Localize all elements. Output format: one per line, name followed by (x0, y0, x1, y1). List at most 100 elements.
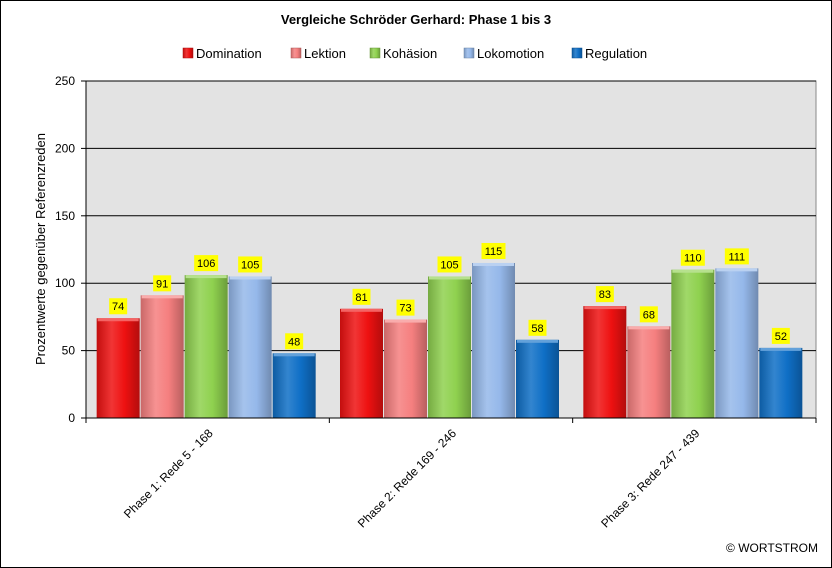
legend: Domination Lektion Kohäsion Lokomotion Regul… (182, 46, 647, 61)
legend-swatch (369, 47, 381, 59)
y-tick-label: 50 (62, 344, 76, 358)
x-tick-label: Phase 1: Rede 5 - 168 (121, 426, 216, 521)
bar-rect (184, 275, 228, 418)
bar-lokomotion: 111 (715, 248, 759, 418)
data-label-box (481, 242, 506, 259)
bar-rect (671, 269, 715, 418)
data-label: 115 (485, 246, 503, 258)
legend-swatch (571, 47, 583, 59)
bar-rect (384, 319, 427, 418)
bars: 74 91 106 105 48 81 73 105 115 58 83 68 110 111 52 (96, 242, 803, 418)
y-tick-label: 250 (55, 74, 75, 88)
legend-item: Kohäsion (369, 46, 437, 61)
bar-top-highlight (141, 295, 183, 299)
bar-top-highlight (385, 319, 426, 323)
data-label-box (528, 319, 547, 336)
bar-rect (627, 326, 671, 418)
bar-rect (715, 268, 759, 418)
data-label-box (595, 286, 614, 303)
bar-top-highlight (473, 262, 514, 266)
bar-top-highlight (429, 276, 470, 280)
chart-title: Vergleiche Schröder Gerhard: Phase 1 bis… (281, 12, 551, 27)
bar-top-highlight (229, 276, 271, 280)
data-label-box (109, 298, 128, 315)
y-tick-label: 0 (68, 411, 75, 425)
bar-top-highlight (760, 347, 802, 351)
legend-item: Regulation (571, 46, 647, 61)
bar-rect (228, 276, 272, 418)
legend-swatch (463, 47, 475, 59)
copyright-text: © WORTSTROM (726, 541, 818, 555)
y-axis-label: Prozentwerte gegenüber Referenzreden (33, 133, 48, 365)
data-label-box (771, 327, 790, 344)
bar-rect (583, 306, 627, 418)
data-label-box (238, 256, 263, 273)
y-tick-label: 100 (55, 276, 75, 290)
data-label-box (724, 248, 749, 265)
legend-item: Domination (182, 46, 262, 61)
bar-rect (272, 353, 316, 418)
bar-rect (759, 347, 803, 418)
bar-rect (96, 318, 140, 418)
data-label-box (285, 333, 304, 350)
data-label: 58 (531, 323, 543, 335)
bar-domination: 74 (96, 298, 140, 418)
data-label-box (680, 249, 705, 266)
bar-rect (340, 308, 383, 418)
bar-domination: 81 (340, 288, 383, 418)
bar-regulation: 52 (759, 327, 803, 418)
y-axis: 0 50 100 150 200 250 (55, 74, 87, 425)
bar-top-highlight (341, 308, 382, 312)
bar-lokomotion: 105 (228, 256, 272, 418)
bar-rect (472, 262, 515, 418)
bar-top-highlight (97, 318, 139, 322)
legend-label: Kohäsion (383, 46, 437, 61)
bar-lektion: 68 (627, 306, 671, 418)
legend-label: Lektion (304, 46, 346, 61)
bar-top-highlight (185, 275, 227, 279)
data-label-box (396, 299, 415, 316)
data-label: 105 (440, 259, 458, 271)
bar-kohäsion: 106 (184, 255, 228, 418)
bar-rect (516, 339, 559, 418)
bar-top-highlight (672, 269, 714, 273)
data-label: 105 (241, 259, 259, 271)
legend-label: Lokomotion (477, 46, 544, 61)
bar-top-highlight (517, 339, 558, 343)
y-tick-label: 200 (55, 141, 75, 155)
data-label: 81 (355, 292, 367, 304)
data-label-box (352, 288, 371, 305)
data-label: 91 (156, 278, 168, 290)
bar-kohäsion: 105 (428, 256, 471, 418)
x-tick-label: Phase 3: Rede 247 - 439 (598, 426, 702, 530)
bar-regulation: 58 (516, 319, 559, 418)
bar-rect (140, 295, 184, 418)
bar-top-highlight (716, 268, 758, 272)
legend-label: Regulation (585, 46, 647, 61)
legend-swatch (290, 47, 302, 59)
legend-label: Domination (196, 46, 262, 61)
bar-top-highlight (273, 353, 315, 357)
data-label-box (153, 275, 172, 292)
x-tick-label: Phase 2: Rede 169 - 246 (355, 426, 459, 530)
data-label-box (639, 306, 658, 323)
bar-lokomotion: 115 (472, 242, 515, 418)
bar-rect (428, 276, 471, 418)
y-tick-label: 150 (55, 209, 75, 223)
bar-lektion: 91 (140, 275, 184, 418)
data-label-box (194, 255, 219, 272)
data-label: 68 (643, 309, 655, 321)
bar-top-highlight (584, 306, 626, 310)
x-axis: Phase 1: Rede 5 - 168 Phase 2: Rede 169 -… (85, 417, 817, 530)
bar-lektion: 73 (384, 299, 427, 418)
bar-regulation: 48 (272, 333, 316, 418)
bar-top-highlight (628, 326, 670, 330)
data-label: 73 (399, 303, 411, 315)
bar-domination: 83 (583, 286, 627, 418)
data-label-box (437, 256, 462, 273)
legend-item: Lokomotion (463, 46, 544, 61)
data-label: 110 (684, 253, 702, 265)
data-label: 111 (728, 251, 745, 263)
data-label: 74 (112, 301, 124, 313)
